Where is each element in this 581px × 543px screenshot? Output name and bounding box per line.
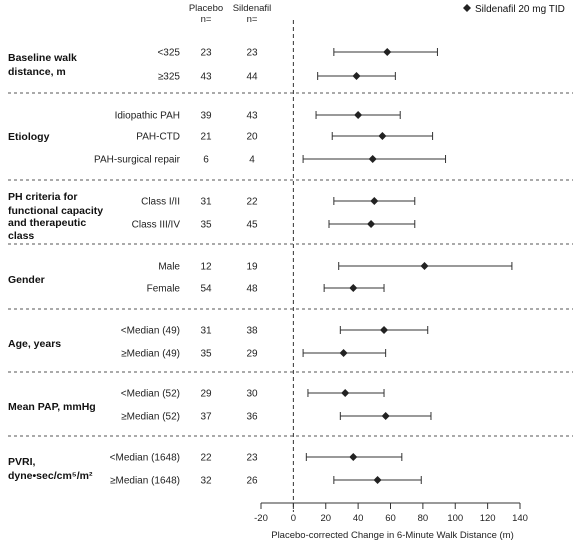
placebo-n: 21 <box>200 132 212 143</box>
subgroup-label: ≥Median (52) <box>121 412 180 423</box>
x-tick-label: 0 <box>291 513 296 524</box>
point-estimate-diamond <box>420 262 429 270</box>
subgroup-label: PAH-surgical repair <box>94 155 181 166</box>
sildenafil-n: 23 <box>246 48 258 59</box>
placebo-n: 31 <box>200 197 212 208</box>
group-label: class <box>8 230 34 242</box>
placebo-n: 35 <box>200 349 212 360</box>
point-estimate-diamond <box>381 412 390 420</box>
placebo-header: Placebo <box>189 3 223 14</box>
sildenafil-n: 48 <box>246 284 258 295</box>
point-estimate-diamond <box>367 220 376 228</box>
legend-label: Sildenafil 20 mg TID <box>475 4 565 15</box>
point-estimate-diamond <box>352 72 361 80</box>
placebo-n: 23 <box>200 48 212 59</box>
sildenafil-n: 29 <box>246 349 258 360</box>
x-tick-label: 80 <box>418 513 429 524</box>
subgroup-label: Male <box>158 262 180 273</box>
group-label: Age, years <box>8 338 61 350</box>
subgroup-label: Idiopathic PAH <box>115 111 180 122</box>
sildenafil-n: 45 <box>246 220 258 231</box>
point-estimate-diamond <box>349 284 358 292</box>
sildenafil-n: 20 <box>246 132 258 143</box>
placebo-n: 32 <box>200 476 212 487</box>
placebo-n: 39 <box>200 111 212 122</box>
sildenafil-n: 44 <box>246 72 258 83</box>
group-label: dyne•sec/cm⁵/m² <box>8 470 93 482</box>
point-estimate-diamond <box>370 197 379 205</box>
point-estimate-diamond <box>339 349 348 357</box>
x-axis-label: Placebo-corrected Change in 6-Minute Wal… <box>271 530 514 541</box>
point-estimate-diamond <box>383 48 392 56</box>
x-tick-label: 60 <box>385 513 396 524</box>
x-tick-label: 20 <box>320 513 331 524</box>
sildenafil-n: 22 <box>246 197 258 208</box>
point-estimate-diamond <box>373 476 382 484</box>
group-label: PVRI, <box>8 456 36 468</box>
sildenafil-n: 23 <box>246 453 258 464</box>
sildenafil-n: 43 <box>246 111 258 122</box>
placebo-n: 31 <box>200 326 212 337</box>
placebo-n-header: n= <box>201 14 212 25</box>
point-estimate-diamond <box>378 132 387 140</box>
placebo-n: 12 <box>200 262 212 273</box>
group-label: Mean PAP, mmHg <box>8 401 96 413</box>
x-tick-label: 140 <box>512 513 528 524</box>
sildenafil-n: 19 <box>246 262 258 273</box>
point-estimate-diamond <box>368 155 377 163</box>
group-label: and therapeutic <box>8 217 86 229</box>
sildenafil-n: 36 <box>246 412 258 423</box>
subgroup-label: <Median (1648) <box>110 453 180 464</box>
subgroup-label: PAH-CTD <box>136 132 180 143</box>
sildenafil-header: Sildenafil <box>233 3 272 14</box>
legend-diamond-icon <box>463 4 471 12</box>
subgroup-label: ≥325 <box>158 72 181 83</box>
subgroup-label: ≥Median (49) <box>121 349 180 360</box>
legend: Sildenafil 20 mg TID <box>463 4 565 15</box>
x-tick-label: -20 <box>254 513 268 524</box>
subgroup-label: <Median (49) <box>121 326 180 337</box>
sildenafil-n: 26 <box>246 476 258 487</box>
group-label: Baseline walk <box>8 52 77 64</box>
sildenafil-n: 30 <box>246 389 258 400</box>
subgroup-label: Female <box>147 284 181 295</box>
point-estimate-diamond <box>349 453 358 461</box>
placebo-n: 54 <box>200 284 212 295</box>
point-estimate-diamond <box>380 326 389 334</box>
x-tick-label: 100 <box>447 513 463 524</box>
sildenafil-n: 4 <box>249 155 255 166</box>
subgroup-label: <325 <box>157 48 180 59</box>
placebo-n: 6 <box>203 155 209 166</box>
placebo-n: 37 <box>200 412 212 423</box>
group-label: Gender <box>8 274 45 286</box>
subgroup-label: Class III/IV <box>132 220 181 231</box>
x-tick-label: 120 <box>480 513 496 524</box>
group-label: Etiology <box>8 131 50 143</box>
placebo-n: 29 <box>200 389 212 400</box>
group-label: PH criteria for <box>8 191 77 203</box>
placebo-n: 43 <box>200 72 212 83</box>
subgroup-label: Class I/II <box>141 197 180 208</box>
group-label: functional capacity <box>8 205 103 217</box>
point-estimate-diamond <box>354 111 363 119</box>
placebo-n: 22 <box>200 453 212 464</box>
group-label: distance, m <box>8 66 66 78</box>
sildenafil-n: 38 <box>246 326 258 337</box>
sildenafil-n-header: n= <box>247 14 258 25</box>
x-tick-label: 40 <box>353 513 364 524</box>
subgroup-label: ≥Median (1648) <box>110 476 180 487</box>
placebo-n: 35 <box>200 220 212 231</box>
point-estimate-diamond <box>341 389 350 397</box>
subgroup-label: <Median (52) <box>121 389 180 400</box>
